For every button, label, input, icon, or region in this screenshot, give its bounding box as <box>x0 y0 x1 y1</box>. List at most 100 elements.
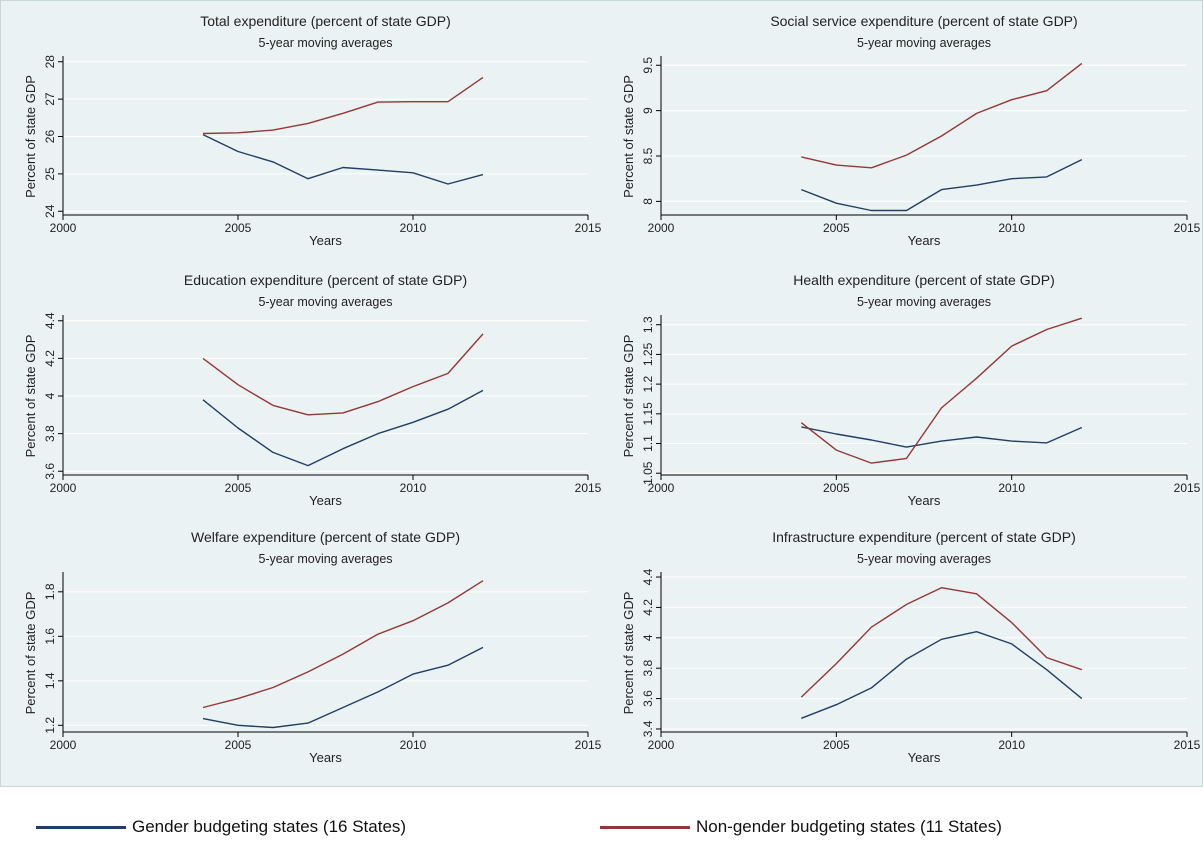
series-line-gender <box>801 631 1083 719</box>
chart-subtitle: 5-year moving averages <box>857 36 991 50</box>
y-tick-label: 8.5 <box>641 147 655 164</box>
y-tick-label: 26 <box>43 130 57 144</box>
y-tick-label: 8 <box>641 198 655 205</box>
x-tick-label: 2005 <box>225 221 252 235</box>
y-tick-label: 4.2 <box>641 599 655 616</box>
y-tick-label: 24 <box>43 204 57 218</box>
series-line-non_gender <box>800 587 1083 698</box>
plot-region <box>661 58 1187 215</box>
chart-title: Education expenditure (percent of state … <box>184 272 467 288</box>
legend-item-non-gender: Non-gender budgeting states (11 States) <box>600 815 1002 839</box>
series-line-gender <box>202 389 484 467</box>
x-tick-label: 2000 <box>648 481 675 495</box>
y-axis-label: Percent of state GDP <box>621 592 636 715</box>
series-line-non_gender <box>202 580 484 709</box>
plot-region <box>63 574 588 732</box>
charts-svg: Total expenditure (percent of state GDP)… <box>23 13 1201 765</box>
x-tick-label: 2000 <box>50 221 77 235</box>
chart-title: Total expenditure (percent of state GDP) <box>200 13 451 29</box>
x-tick-label: 2010 <box>400 221 427 235</box>
chart-title: Infrastructure expenditure (percent of s… <box>772 529 1075 545</box>
y-tick-label: 3.6 <box>641 690 655 707</box>
chart-title: Welfare expenditure (percent of state GD… <box>191 529 460 545</box>
y-tick-label: 4.2 <box>43 350 57 367</box>
y-tick-label: 1.1 <box>641 435 655 452</box>
series-line-gender <box>202 646 484 729</box>
x-tick-label: 2000 <box>50 481 77 495</box>
x-tick-label: 2005 <box>225 738 252 752</box>
y-tick-label: 1.6 <box>43 628 57 645</box>
x-tick-label: 2010 <box>998 738 1025 752</box>
series-line-non_gender <box>202 76 484 135</box>
x-tick-label: 2015 <box>1174 738 1201 752</box>
x-axis-label: Years <box>908 233 941 248</box>
series-line-non_gender <box>801 62 1083 169</box>
y-axis-label: Percent of state GDP <box>23 335 38 458</box>
chart-title: Health expenditure (percent of state GDP… <box>793 272 1054 288</box>
plot-region <box>661 317 1187 475</box>
chart-panel-total: Total expenditure (percent of state GDP)… <box>23 13 602 248</box>
chart-subtitle: 5-year moving averages <box>258 295 392 309</box>
x-axis-label: Years <box>908 493 941 508</box>
y-tick-label: 4.4 <box>43 312 57 329</box>
chart-panel-health: Health expenditure (percent of state GDP… <box>621 272 1201 508</box>
y-tick-label: 3.6 <box>43 463 57 480</box>
y-tick-label: 28 <box>43 55 57 69</box>
chart-subtitle: 5-year moving averages <box>857 295 991 309</box>
x-axis-label: Years <box>309 233 342 248</box>
y-tick-label: 3.4 <box>641 720 655 737</box>
x-tick-label: 2015 <box>1174 221 1201 235</box>
legend-label-non-gender: Non-gender budgeting states (11 States) <box>696 817 1002 836</box>
y-tick-label: 1.8 <box>43 583 57 600</box>
y-axis-label: Percent of state GDP <box>621 75 636 198</box>
x-axis-label: Years <box>908 750 941 765</box>
y-tick-label: 1.2 <box>641 375 655 392</box>
y-tick-label: 1.4 <box>43 672 57 689</box>
y-tick-label: 9 <box>641 107 655 114</box>
y-tick-label: 27 <box>43 92 57 106</box>
y-axis-label: Percent of state GDP <box>23 592 38 715</box>
series-line-gender <box>202 133 484 185</box>
x-tick-label: 2015 <box>575 221 602 235</box>
y-tick-label: 4.4 <box>641 568 655 585</box>
y-tick-label: 3.8 <box>43 425 57 442</box>
x-tick-label: 2010 <box>400 481 427 495</box>
series-line-non_gender <box>202 333 484 416</box>
y-tick-label: 9.5 <box>641 57 655 74</box>
x-tick-label: 2005 <box>225 481 252 495</box>
legend-label-gender: Gender budgeting states (16 States) <box>132 817 407 836</box>
y-tick-label: 1.05 <box>641 461 655 485</box>
y-axis-label: Percent of state GDP <box>23 75 38 198</box>
x-tick-label: 2010 <box>400 738 427 752</box>
legend-swatch-non-gender <box>600 825 690 829</box>
x-tick-label: 2015 <box>1174 481 1201 495</box>
chart-panel-infrastructure: Infrastructure expenditure (percent of s… <box>621 529 1201 765</box>
x-tick-label: 2000 <box>648 221 675 235</box>
chart-title: Social service expenditure (percent of s… <box>770 13 1077 29</box>
series-line-gender <box>801 426 1083 448</box>
x-axis-label: Years <box>309 750 342 765</box>
x-tick-label: 2010 <box>998 481 1025 495</box>
chart-panel-welfare: Welfare expenditure (percent of state GD… <box>23 529 602 765</box>
legend-item-gender: Gender budgeting states (16 States) <box>36 815 406 839</box>
chart-subtitle: 5-year moving averages <box>258 36 392 50</box>
x-tick-label: 2015 <box>575 738 602 752</box>
chart-panel-social-service: Social service expenditure (percent of s… <box>621 13 1201 248</box>
x-tick-label: 2000 <box>648 738 675 752</box>
y-tick-label: 1.15 <box>641 402 655 426</box>
y-tick-label: 25 <box>43 167 57 181</box>
series-line-gender <box>801 158 1083 212</box>
y-tick-label: 1.25 <box>641 342 655 366</box>
x-tick-label: 2015 <box>575 481 602 495</box>
x-tick-label: 2000 <box>50 738 77 752</box>
y-tick-label: 4 <box>43 392 57 399</box>
y-axis-label: Percent of state GDP <box>621 335 636 458</box>
plot-area: Total expenditure (percent of state GDP)… <box>0 0 1203 787</box>
x-tick-label: 2005 <box>823 221 850 235</box>
y-tick-label: 1.3 <box>641 316 655 333</box>
series-line-non_gender <box>800 317 1083 464</box>
y-tick-label: 4 <box>641 634 655 641</box>
plot-region <box>661 574 1187 732</box>
x-tick-label: 2005 <box>823 738 850 752</box>
chart-subtitle: 5-year moving averages <box>857 552 991 566</box>
